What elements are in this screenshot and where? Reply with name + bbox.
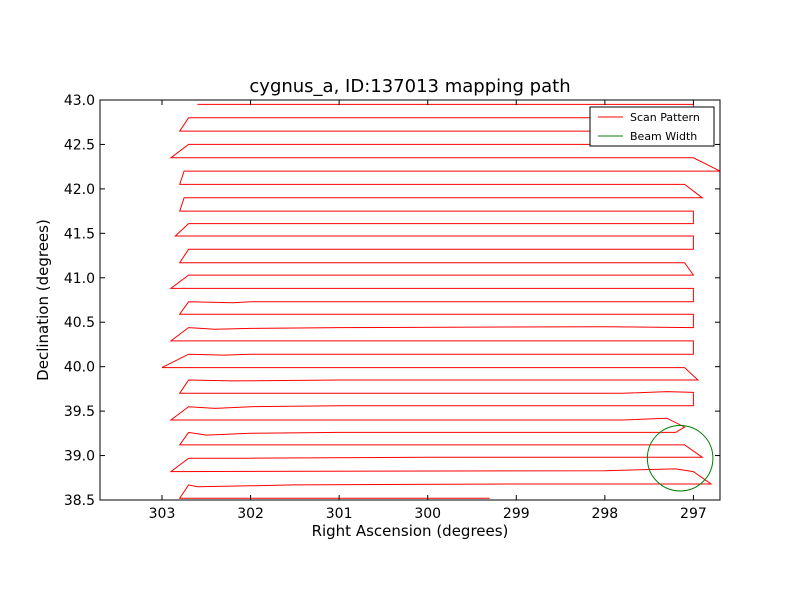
legend-box: [589, 106, 715, 147]
x-tick-label: 298: [591, 506, 618, 522]
x-tick-label: 297: [680, 506, 707, 522]
y-tick-label: 41.5: [64, 226, 95, 242]
x-tick-label: 301: [326, 506, 353, 522]
x-tick-label: 303: [149, 506, 176, 522]
legend: Scan Pattern Beam Width: [589, 106, 715, 147]
legend-beam-label: Beam Width: [630, 130, 697, 143]
x-tick-label: 302: [237, 506, 264, 522]
x-tick-label: 299: [503, 506, 530, 522]
y-tick-label: 39.0: [64, 449, 95, 465]
plot-area: 303 302 301 300 299 298 297 38.5 39.0 39.5 40.0 40.…: [64, 93, 721, 522]
series-beam-width-circle: [646, 424, 714, 492]
y-tick-label: 40.5: [64, 315, 95, 331]
legend-scan-label: Scan Pattern: [630, 111, 700, 124]
x-axis-label: Right Ascension (degrees): [312, 522, 509, 540]
y-tick-label: 42.5: [64, 137, 95, 153]
ticks-layer: 303 302 301 300 299 298 297 38.5 39.0 39.5 40.0 40.…: [64, 93, 720, 522]
series-scan-pattern-line: [161, 103, 720, 499]
chart-title: cygnus_a, ID:137013 mapping path: [249, 76, 570, 97]
y-tick-label: 38.5: [64, 493, 95, 509]
y-tick-label: 39.5: [64, 404, 95, 420]
y-tick-label: 43.0: [64, 93, 95, 109]
plot-frame: [99, 99, 721, 501]
y-tick-label: 41.0: [64, 271, 95, 287]
x-tick-label: 300: [414, 506, 441, 522]
plot-background: [100, 100, 720, 500]
series-layer: [161, 103, 720, 499]
y-axis-label: Declination (degrees): [34, 219, 52, 381]
y-tick-label: 40.0: [64, 360, 95, 376]
y-tick-label: 42.0: [64, 182, 95, 198]
